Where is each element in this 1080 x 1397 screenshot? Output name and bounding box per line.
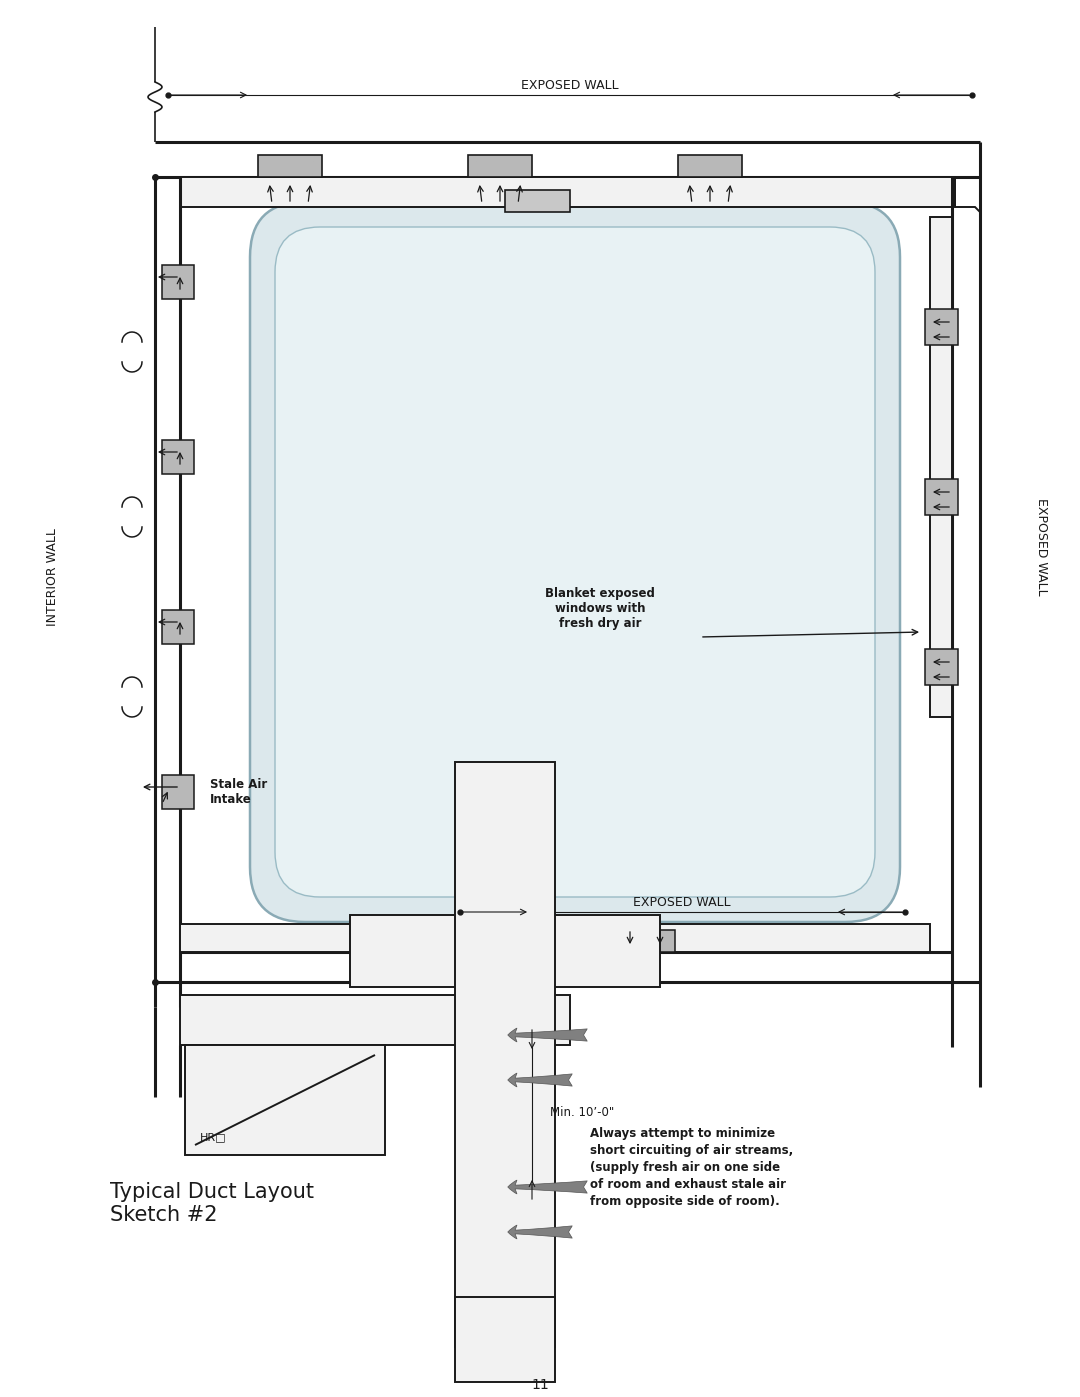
Text: HR□: HR□ (200, 1132, 227, 1141)
Text: EXPOSED WALL: EXPOSED WALL (633, 895, 731, 909)
Text: Stale Air
Intake: Stale Air Intake (210, 778, 267, 806)
Text: EXPOSED WALL: EXPOSED WALL (522, 80, 619, 92)
Bar (162, 610, 194, 644)
Bar (930, 217, 951, 717)
FancyBboxPatch shape (249, 203, 900, 922)
Text: INTERIOR WALL: INTERIOR WALL (45, 528, 58, 626)
Bar (468, 155, 532, 177)
Text: Always attempt to minimize
short circuiting of air streams,
(supply fresh air on: Always attempt to minimize short circuit… (590, 1127, 793, 1208)
Text: Blanket exposed
windows with
fresh dry air: Blanket exposed windows with fresh dry a… (545, 587, 654, 630)
Text: 11: 11 (531, 1377, 549, 1391)
Text: Min. 10’-0": Min. 10’-0" (550, 1105, 615, 1119)
Bar (185, 1045, 384, 1155)
Bar (505, 190, 570, 212)
Bar (455, 761, 555, 1347)
Bar (455, 1296, 555, 1382)
FancyBboxPatch shape (275, 226, 875, 897)
Bar (180, 995, 570, 1045)
Bar (258, 155, 322, 177)
Bar (180, 177, 955, 207)
Bar (162, 440, 194, 474)
Bar (924, 479, 958, 515)
Bar (180, 923, 930, 951)
Bar (678, 155, 742, 177)
Bar (924, 650, 958, 685)
Bar (162, 775, 194, 809)
Bar (162, 265, 194, 299)
Bar (924, 309, 958, 345)
Text: EXPOSED WALL: EXPOSED WALL (1036, 499, 1049, 595)
Bar (610, 930, 675, 951)
Bar (350, 915, 660, 988)
Text: Typical Duct Layout
Sketch #2: Typical Duct Layout Sketch #2 (110, 1182, 314, 1225)
